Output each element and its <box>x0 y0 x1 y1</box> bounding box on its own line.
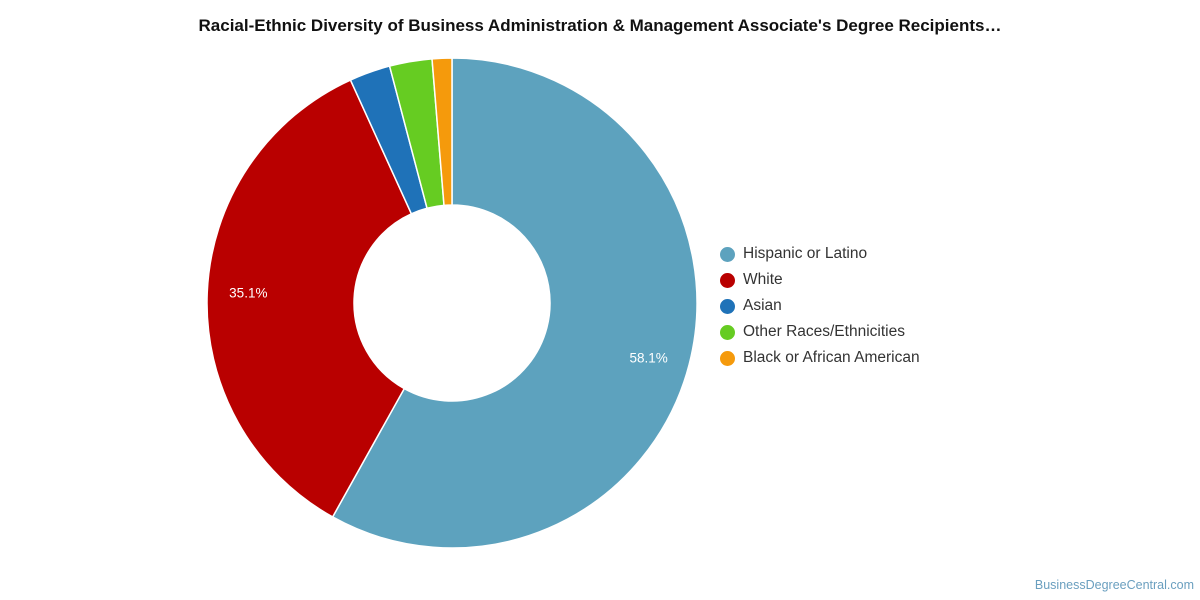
legend-item-asian: Asian <box>720 293 920 319</box>
legend-swatch-black-or-african-american <box>720 350 735 366</box>
legend-label-asian: Asian <box>743 297 782 314</box>
donut-slice-black-or-african-american <box>431 57 453 207</box>
donut-slice-hispanic-or-latino <box>331 57 698 549</box>
legend-item-black-or-african-american: Black or African American <box>720 345 920 371</box>
legend-swatch-white <box>720 272 735 288</box>
legend-swatch-other-races-ethnicities <box>720 324 735 340</box>
legend-label-other-races-ethnicities: Other Races/Ethnicities <box>743 323 905 340</box>
legend-swatch-hispanic-or-latino <box>720 246 735 262</box>
legend-label-white: White <box>743 271 783 288</box>
legend-label-hispanic-or-latino: Hispanic or Latino <box>743 245 868 262</box>
legend-label-black-or-african-american: Black or African American <box>743 349 920 366</box>
slice-label-white: 35.1% <box>229 285 267 300</box>
legend-item-white: White <box>720 267 920 293</box>
legend-item-other-races-ethnicities: Other Races/Ethnicities <box>720 319 920 345</box>
source-credit: BusinessDegreeCentral.com <box>1034 578 1194 592</box>
slice-label-hispanic-or-latino: 58.1% <box>630 351 668 366</box>
donut-slice-white <box>206 79 413 518</box>
legend-item-hispanic-or-latino: Hispanic or Latino <box>720 241 920 267</box>
chart-title: Racial-Ethnic Diversity of Business Admi… <box>198 16 1002 35</box>
chart-legend: Hispanic or Latino White Asian Other Races/… <box>720 241 920 371</box>
legend-swatch-asian <box>720 298 735 314</box>
